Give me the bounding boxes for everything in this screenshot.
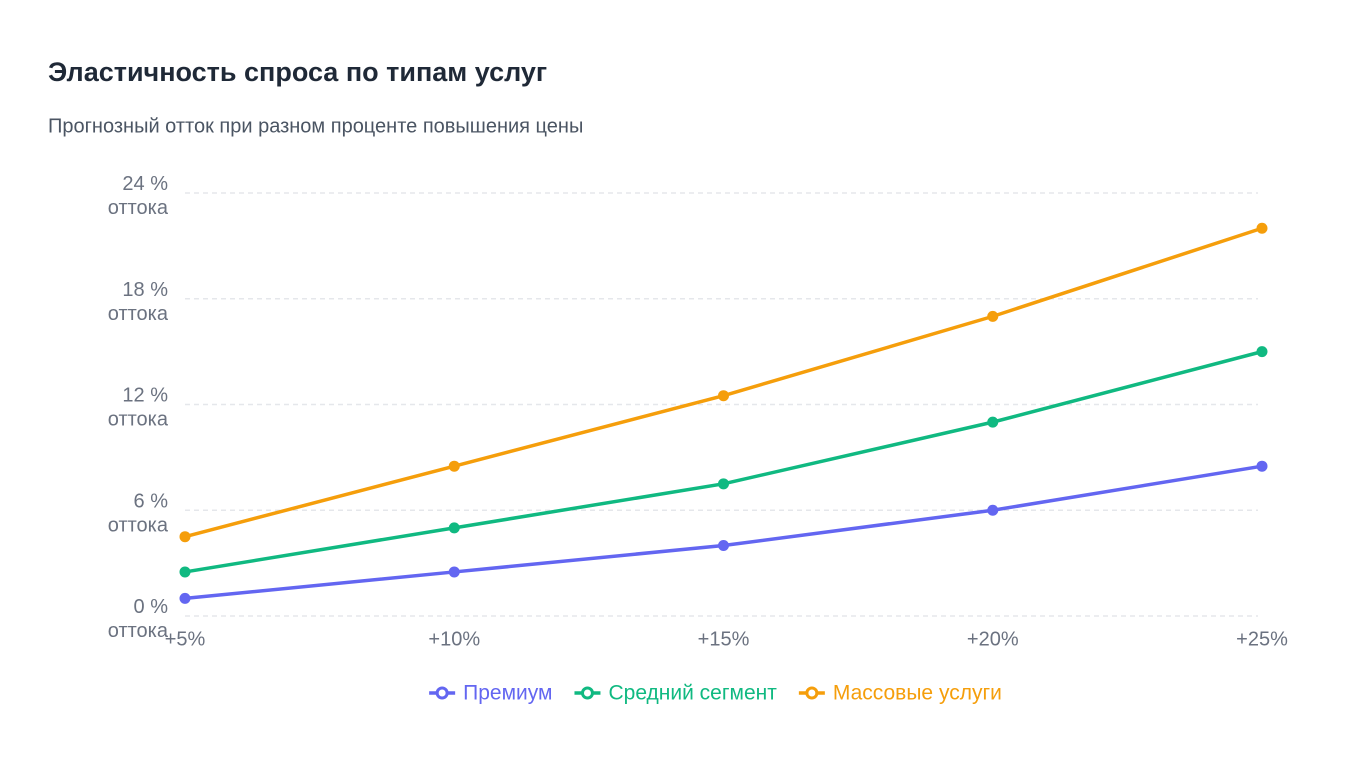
data-point — [987, 310, 999, 322]
data-point — [718, 540, 729, 551]
data-point — [718, 390, 729, 402]
data-point — [1256, 222, 1268, 234]
y-tick-label: 24 % оттока — [108, 173, 169, 219]
data-point — [718, 478, 729, 490]
legend-marker — [805, 686, 819, 700]
legend: Премиум Средний сегмент Массовые услуги — [429, 682, 1002, 705]
x-tick-label: +10% — [428, 628, 480, 650]
y-tick-label: 0 % оттока — [108, 596, 169, 642]
data-point — [448, 522, 460, 534]
data-point — [1256, 346, 1268, 358]
chart-subtitle: Прогнозный отток при разном проценте пов… — [48, 115, 583, 137]
chart-title: Эластичность спроса по типам услуг — [48, 57, 547, 87]
legend-label: Массовые услуги — [833, 682, 1002, 705]
x-tick-label: +15% — [698, 628, 750, 650]
y-tick-label: 6 % оттока — [108, 491, 169, 537]
data-point — [987, 504, 999, 516]
data-point — [448, 460, 460, 472]
data-point — [179, 531, 191, 543]
y-tick-label: 12 % оттока — [108, 385, 169, 431]
legend-label: Средний сегмент — [608, 682, 777, 705]
x-tick-label: +25% — [1236, 628, 1288, 650]
legend-item: Массовые услуги — [798, 682, 1002, 705]
legend-item: Средний сегмент — [574, 682, 777, 705]
data-point — [987, 416, 999, 428]
legend-label: Премиум — [463, 682, 552, 705]
legend-marker — [435, 686, 449, 700]
data-point — [1256, 460, 1268, 472]
y-tick-label: 18 % оттока — [108, 279, 169, 325]
data-point — [179, 592, 191, 604]
series-line — [184, 226, 1263, 539]
series-line — [184, 349, 1263, 574]
x-tick-label: +5% — [165, 628, 206, 650]
x-tick-label: +20% — [967, 628, 1019, 650]
data-point — [448, 566, 460, 578]
data-point — [179, 566, 191, 578]
legend-marker — [580, 686, 594, 700]
legend-item: Премиум — [429, 682, 552, 705]
